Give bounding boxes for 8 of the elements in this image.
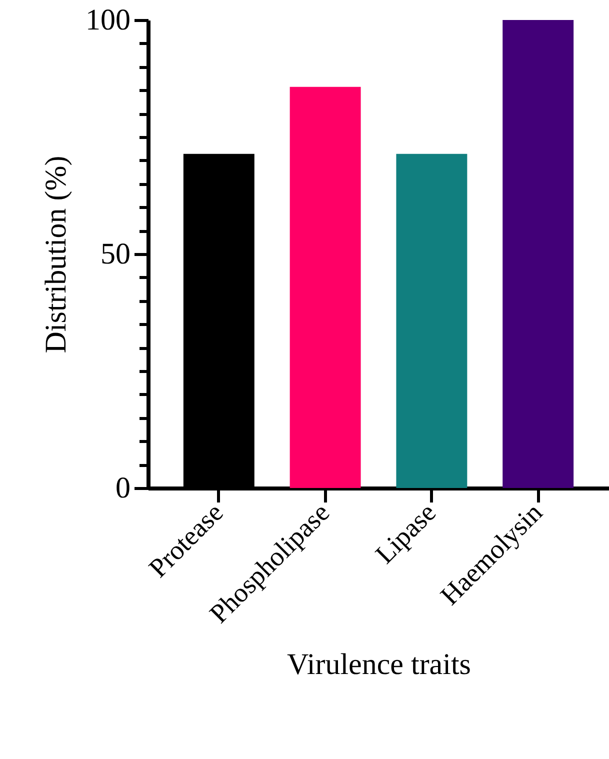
bar	[502, 20, 574, 488]
bar	[396, 154, 468, 488]
x-axis-title: Virulence traits	[287, 648, 471, 681]
y-tick-label: 100	[86, 4, 130, 36]
bar	[290, 86, 361, 488]
y-axis-title: Distribution (%)	[40, 156, 72, 354]
y-tick-label: 0	[116, 472, 130, 504]
y-tick-label: 50	[100, 238, 130, 270]
